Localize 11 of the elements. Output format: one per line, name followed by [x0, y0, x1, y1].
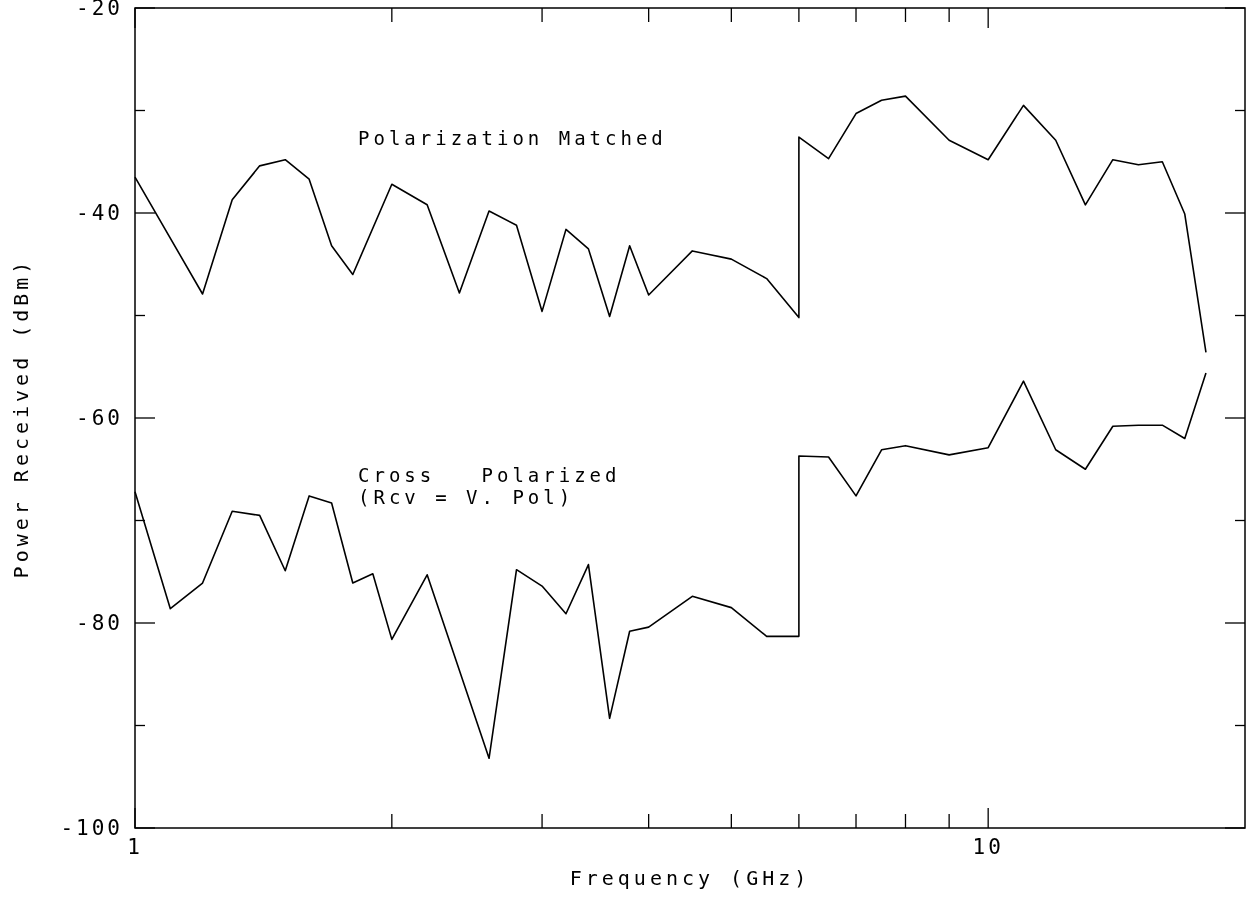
x-tick-label: 10: [972, 835, 1004, 859]
text: Polarization Matched: [358, 127, 667, 149]
y-tick-label: -20: [76, 0, 123, 21]
y-tick-label: -60: [76, 406, 123, 431]
y-axis-title: Power Received (dBm): [9, 257, 33, 579]
series-label: Cross Polarized (Rcv = V. Pol): [358, 464, 621, 508]
y-tick-label: -100: [60, 816, 123, 841]
x-tick-label: 1: [127, 835, 143, 859]
x-axis-title: Frequency (GHz): [569, 866, 811, 890]
y-tick-label: -80: [76, 611, 123, 636]
y-tick-label: -40: [76, 201, 123, 226]
